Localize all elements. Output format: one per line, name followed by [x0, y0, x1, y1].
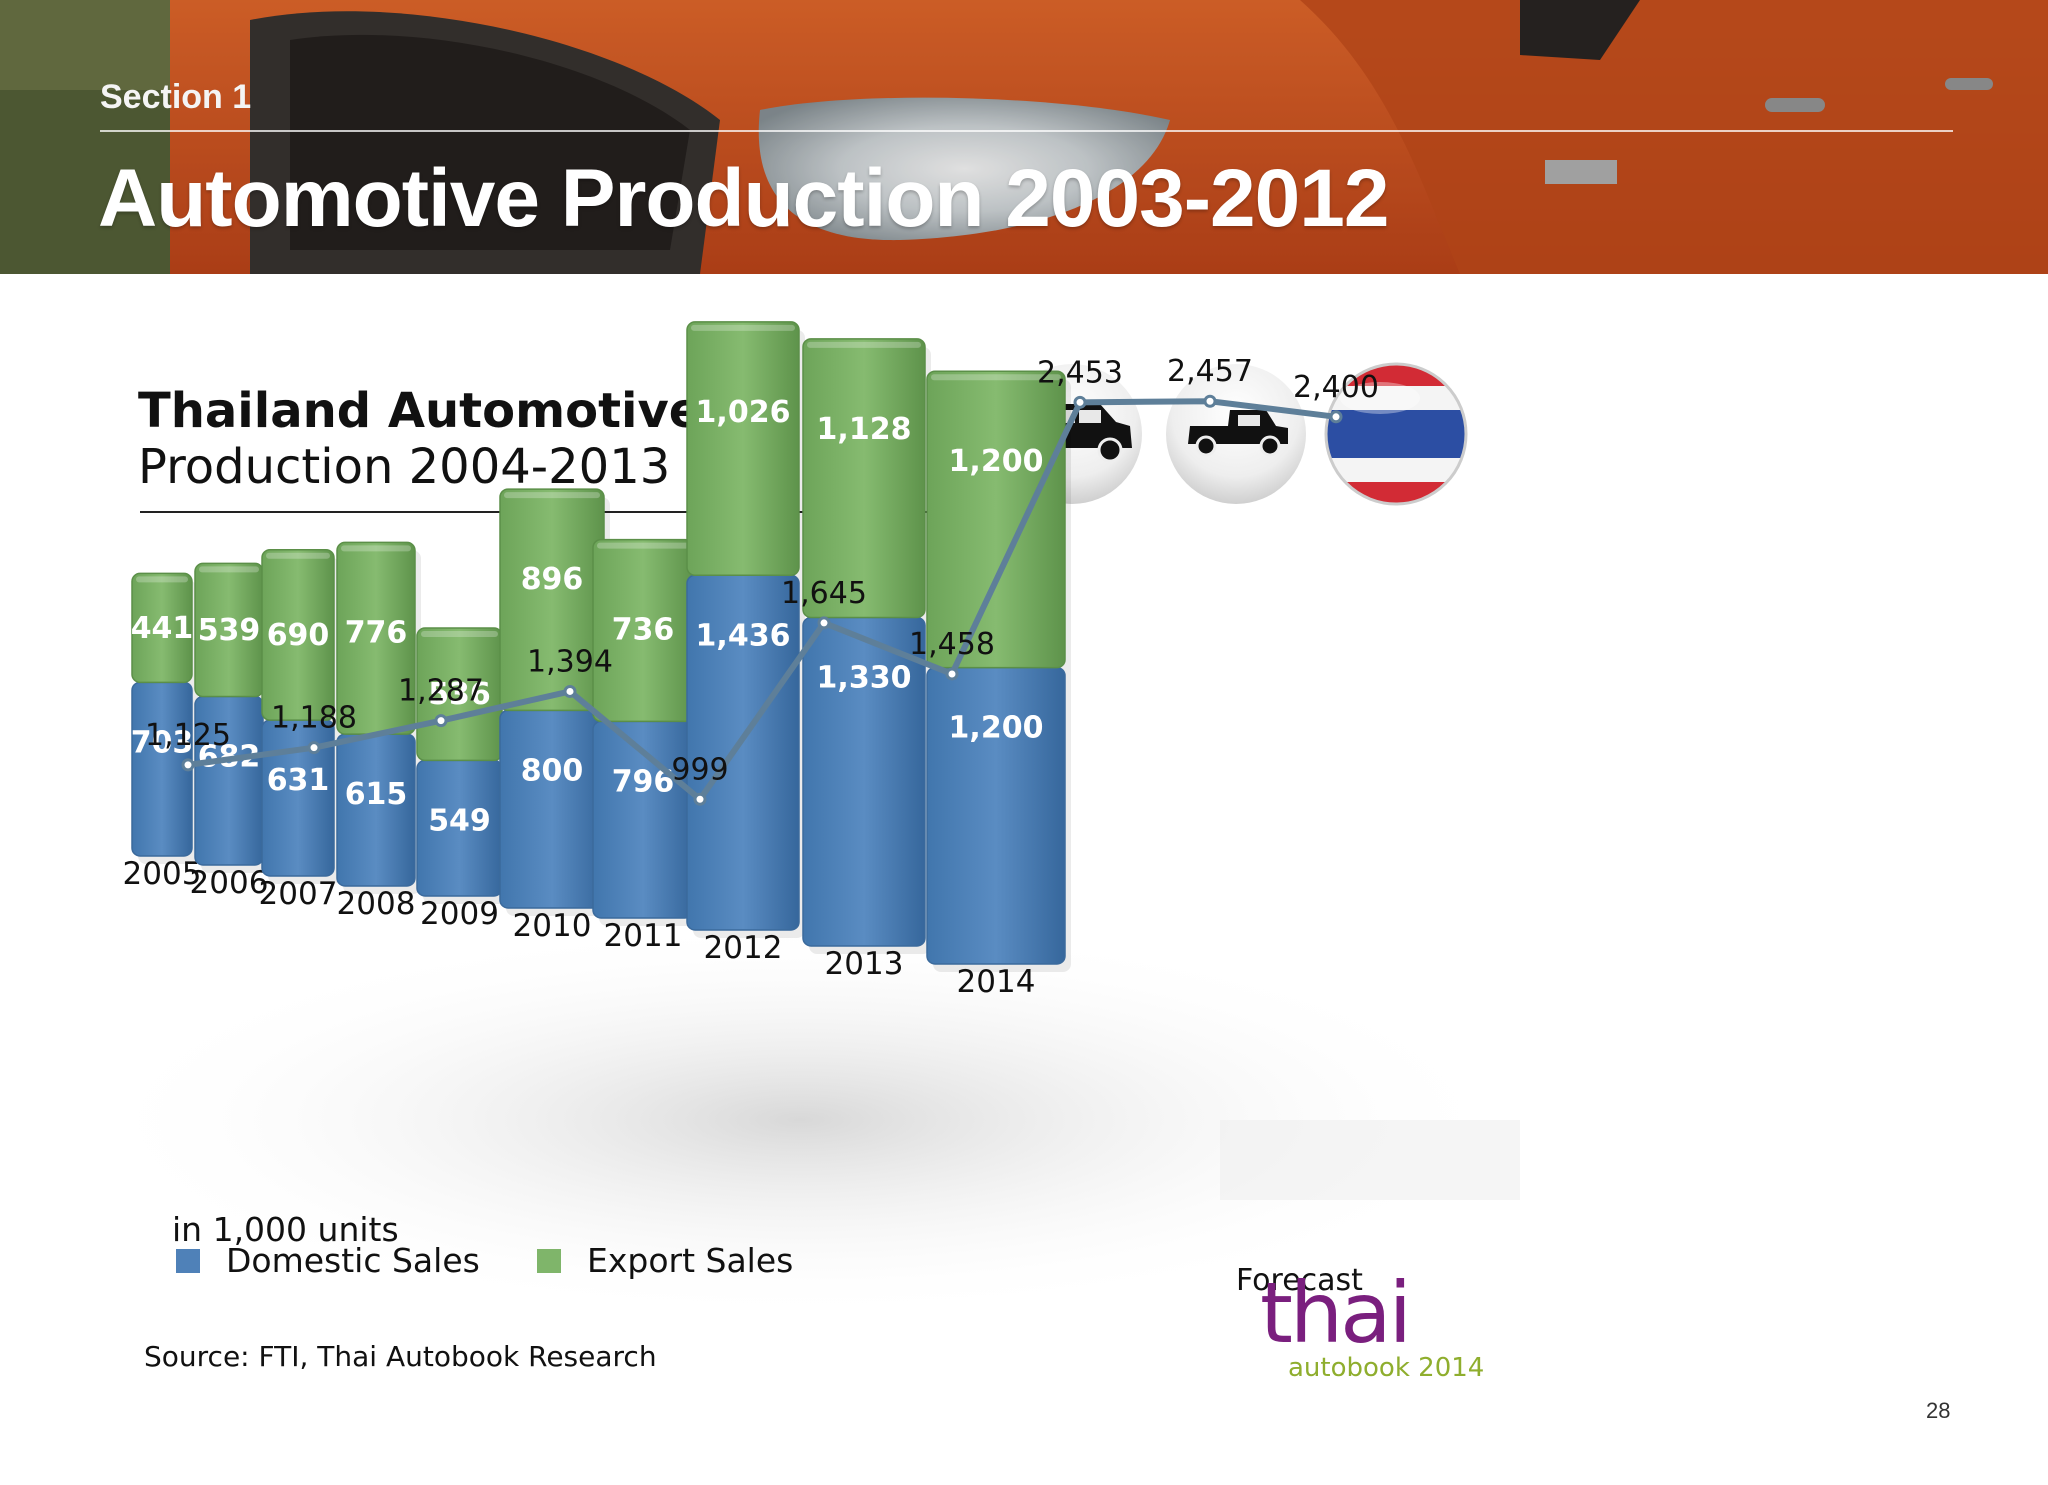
- year-label-2011: 2011: [604, 918, 683, 954]
- export-value-label: 441: [131, 611, 194, 646]
- year-label-2009: 2009: [420, 896, 499, 932]
- year-label-2006: 2006: [190, 865, 269, 901]
- bar-highlight: [421, 631, 498, 638]
- total-value-label: 1,458: [909, 627, 995, 662]
- bars-layer: 7034412005682539200663169020076157762008…: [123, 321, 1071, 1000]
- domestic-value-label: 549: [428, 803, 491, 838]
- year-label-2012: 2012: [704, 930, 783, 966]
- bar-highlight: [691, 324, 795, 331]
- bar-highlight: [597, 542, 689, 549]
- total-production-line: [187, 398, 1337, 803]
- total-point-2007: [434, 714, 448, 728]
- total-point-2008: [563, 684, 577, 698]
- total-point-2006: [307, 741, 321, 755]
- bar-domestic-2005: [131, 681, 193, 857]
- total-value-label: 1,125: [145, 718, 231, 753]
- bar-export-2012: [686, 321, 800, 577]
- thai-autobook-logo: thai autobook 2014: [1260, 1264, 1484, 1383]
- total-value-label: 2,453: [1037, 355, 1123, 390]
- year-label-2008: 2008: [337, 886, 416, 922]
- units-note: in 1,000 units: [172, 1210, 399, 1249]
- total-value-label: 1,394: [527, 644, 613, 679]
- svg-text:autobook 2014: autobook 2014: [1288, 1353, 1484, 1383]
- legend-domestic-label: Domestic Sales: [226, 1241, 480, 1280]
- bar-highlight: [807, 341, 921, 348]
- banner-divider: [100, 130, 1953, 132]
- export-value-label: 1,128: [817, 412, 912, 447]
- export-value-label: 1,200: [949, 444, 1044, 479]
- export-value-label: 736: [612, 613, 675, 648]
- total-point-2010: [817, 616, 831, 630]
- bar-highlight: [136, 576, 188, 583]
- source-note: Source: FTI, Thai Autobook Research: [144, 1340, 657, 1373]
- bar-highlight: [931, 374, 1061, 381]
- total-value-label: 2,400: [1293, 370, 1379, 405]
- total-value-label: 999: [671, 752, 728, 787]
- bar-export-2005: [131, 572, 193, 684]
- chart-title-line2: Production 2004-2013: [138, 439, 670, 495]
- year-label-2010: 2010: [513, 908, 592, 944]
- bar-highlight: [504, 492, 600, 499]
- total-point-2011: [945, 667, 959, 681]
- year-label-2007: 2007: [259, 876, 338, 912]
- export-value-label: 896: [521, 562, 584, 597]
- section-label: Section 1: [100, 78, 252, 116]
- chart-panel: Thailand Automotive Production 2004-2013: [80, 300, 1520, 1420]
- total-value-label: 1,188: [271, 701, 357, 736]
- year-label-2005: 2005: [123, 856, 202, 892]
- bar-highlight: [199, 566, 259, 573]
- export-value-label: 539: [198, 613, 261, 648]
- domestic-value-label: 800: [521, 753, 584, 788]
- total-value-label: 2,457: [1167, 354, 1253, 389]
- page-title: Automotive Production 2003-2012: [98, 153, 1389, 244]
- domestic-value-label: 615: [345, 777, 408, 812]
- header-banner: Section 1 Automotive Production 2003-201…: [0, 0, 2048, 274]
- bar-export-2007: [261, 548, 335, 721]
- total-line-layer: 1,125 1,188 1,287 1,394 999 1,645 1,458 2,453 2,…: [145, 354, 1379, 806]
- export-value-label: 536: [428, 677, 491, 712]
- bar-highlight: [266, 552, 330, 559]
- page-number: 28: [1926, 1398, 1951, 1423]
- total-value-label: 1,287: [398, 674, 484, 709]
- total-point-2005: [181, 758, 195, 772]
- export-value-label: 776: [345, 615, 408, 650]
- bar-export-2014: [926, 370, 1066, 669]
- total-point-2013: [1203, 394, 1217, 408]
- year-label-2014: 2014: [957, 964, 1036, 1000]
- svg-text:thai: thai: [1260, 1264, 1409, 1362]
- total-value-label: 1,645: [781, 576, 867, 611]
- domestic-value-label: 1,330: [817, 660, 912, 695]
- legend-domestic-swatch: [176, 1249, 200, 1273]
- total-point-2014: [1329, 410, 1343, 424]
- production-chart: Thailand Automotive Production 2004-2013: [80, 321, 1520, 1383]
- domestic-value-label: 703: [131, 725, 194, 760]
- export-value-label: 1,026: [696, 395, 791, 430]
- legend-export-label: Export Sales: [587, 1241, 793, 1280]
- chart-title-line1: Thailand Automotive: [138, 383, 701, 439]
- car-photo-image: [0, 0, 2048, 274]
- forecast-note: Forecast: [1236, 1263, 1363, 1298]
- bar-domestic-2010: [499, 709, 605, 909]
- domestic-value-label: 631: [267, 763, 330, 798]
- bar-export-2013: [802, 338, 926, 619]
- bar-highlight: [341, 545, 411, 552]
- thailand-flag-icon: [1324, 362, 1468, 506]
- export-value-label: 690: [267, 618, 330, 653]
- domestic-value-label: 1,436: [696, 618, 791, 653]
- domestic-value-label: 1,200: [949, 711, 1044, 746]
- legend-export-swatch: [537, 1249, 561, 1273]
- total-point-2009: [693, 792, 707, 806]
- year-label-2013: 2013: [825, 946, 904, 982]
- total-point-2012: [1073, 395, 1087, 409]
